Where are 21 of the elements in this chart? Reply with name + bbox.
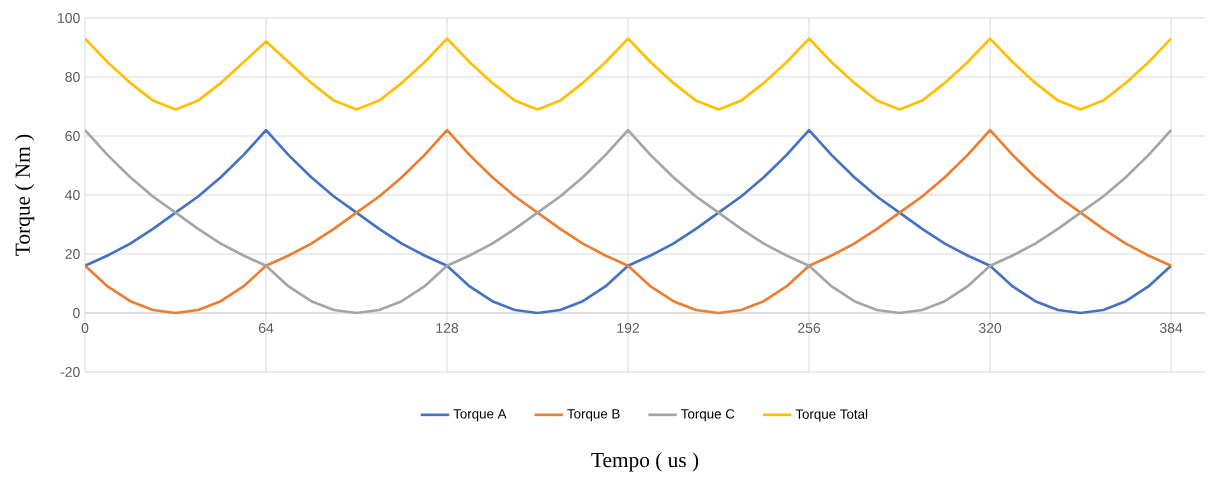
y-tick-label: -20 — [60, 367, 80, 377]
x-tick-label: 0 — [81, 323, 89, 333]
legend-label: Torque C — [681, 409, 735, 422]
x-tick-label: 64 — [258, 323, 274, 333]
x-tick-label: 320 — [978, 323, 1002, 333]
x-axis-title: Tempo ( us ) — [591, 452, 699, 472]
y-tick-label: 80 — [65, 72, 80, 82]
x-tick-label: 128 — [436, 323, 459, 333]
y-tick-label: 40 — [65, 190, 80, 200]
y-tick-label: 0 — [73, 308, 80, 318]
y-tick-label: 20 — [65, 249, 80, 259]
x-tick-label: 256 — [798, 323, 821, 333]
y-tick-label: 100 — [58, 13, 80, 23]
y-axis-title: Torque ( Nm ) — [14, 134, 35, 256]
x-tick-label: 192 — [617, 323, 639, 333]
legend-label: Torque B — [567, 409, 620, 422]
x-tick-label: 384 — [1159, 323, 1183, 333]
y-tick-label: 60 — [65, 131, 80, 141]
line-series — [85, 128, 1173, 315]
legend-label: Torque A — [453, 409, 507, 422]
legend-label: Torque Total — [795, 408, 868, 422]
